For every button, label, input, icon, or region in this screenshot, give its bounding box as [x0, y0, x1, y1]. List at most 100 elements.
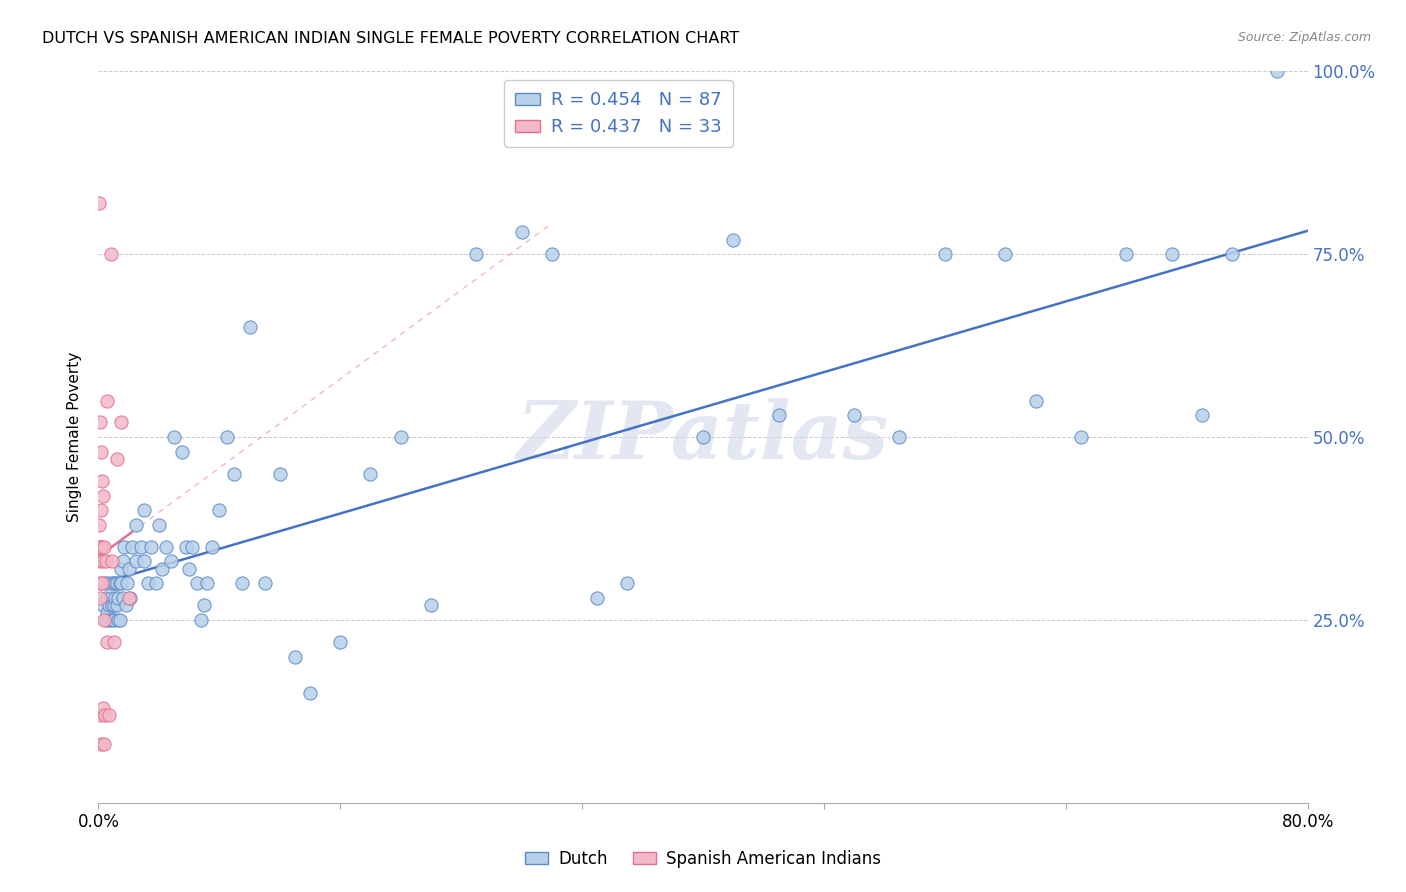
- Point: [155, 540, 177, 554]
- Point: [389, 430, 412, 444]
- Point: [96, 635, 118, 649]
- Point: [100, 247, 122, 261]
- Point: [121, 540, 143, 554]
- Point: [100, 591, 122, 605]
- Point: [105, 599, 128, 613]
- Point: [616, 576, 638, 591]
- Point: [103, 635, 125, 649]
- Point: [723, 233, 745, 247]
- Point: [889, 430, 911, 444]
- Point: [89, 708, 111, 723]
- Legend: Dutch, Spanish American Indians: Dutch, Spanish American Indians: [519, 844, 887, 875]
- Point: [253, 576, 276, 591]
- Point: [186, 576, 208, 591]
- Point: [89, 540, 111, 554]
- Point: [103, 613, 125, 627]
- Point: [98, 599, 121, 613]
- Point: [100, 576, 122, 591]
- Point: [145, 576, 167, 591]
- Point: [125, 517, 148, 532]
- Point: [115, 576, 138, 591]
- Point: [465, 247, 488, 261]
- Point: [160, 554, 183, 568]
- Point: [93, 540, 115, 554]
- Point: [89, 196, 111, 211]
- Point: [110, 576, 132, 591]
- Point: [101, 554, 124, 568]
- Point: [111, 554, 134, 568]
- Point: [90, 737, 112, 751]
- Point: [91, 489, 114, 503]
- Point: [1070, 430, 1092, 444]
- Point: [420, 599, 443, 613]
- Point: [692, 430, 714, 444]
- Point: [181, 540, 204, 554]
- Point: [105, 576, 128, 591]
- Point: [239, 320, 262, 334]
- Point: [231, 576, 253, 591]
- Point: [190, 613, 212, 627]
- Point: [110, 416, 132, 430]
- Point: [136, 576, 159, 591]
- Point: [94, 613, 117, 627]
- Point: [118, 562, 141, 576]
- Point: [89, 517, 111, 532]
- Point: [93, 613, 115, 627]
- Point: [132, 554, 155, 568]
- Point: [179, 562, 201, 576]
- Point: [96, 576, 118, 591]
- Point: [195, 576, 218, 591]
- Point: [215, 430, 238, 444]
- Point: [108, 576, 131, 591]
- Point: [91, 474, 114, 488]
- Point: [118, 591, 141, 605]
- Point: [125, 554, 148, 568]
- Point: [103, 599, 125, 613]
- Point: [1220, 247, 1243, 261]
- Point: [1267, 64, 1289, 78]
- Point: [193, 599, 215, 613]
- Point: [101, 599, 124, 613]
- Point: [104, 591, 127, 605]
- Point: [768, 408, 790, 422]
- Point: [90, 540, 112, 554]
- Point: [107, 591, 129, 605]
- Point: [93, 737, 115, 751]
- Point: [90, 444, 112, 458]
- Point: [844, 408, 866, 422]
- Point: [132, 503, 155, 517]
- Point: [90, 576, 112, 591]
- Point: [284, 649, 307, 664]
- Point: [103, 576, 125, 591]
- Point: [96, 393, 118, 408]
- Point: [89, 540, 111, 554]
- Point: [94, 591, 117, 605]
- Point: [994, 247, 1017, 261]
- Point: [174, 540, 197, 554]
- Text: Source: ZipAtlas.com: Source: ZipAtlas.com: [1237, 31, 1371, 45]
- Point: [586, 591, 609, 605]
- Point: [94, 554, 117, 568]
- Text: DUTCH VS SPANISH AMERICAN INDIAN SINGLE FEMALE POVERTY CORRELATION CHART: DUTCH VS SPANISH AMERICAN INDIAN SINGLE …: [42, 31, 740, 46]
- Legend: R = 0.454   N = 87, R = 0.437   N = 33: R = 0.454 N = 87, R = 0.437 N = 33: [505, 80, 733, 147]
- Point: [94, 708, 117, 723]
- Point: [170, 444, 193, 458]
- Point: [112, 540, 135, 554]
- Point: [104, 576, 127, 591]
- Point: [91, 599, 114, 613]
- Point: [163, 430, 186, 444]
- Point: [93, 576, 115, 591]
- Point: [141, 540, 163, 554]
- Point: [1160, 247, 1182, 261]
- Point: [101, 613, 124, 627]
- Point: [934, 247, 956, 261]
- Point: [89, 591, 111, 605]
- Point: [120, 591, 142, 605]
- Point: [96, 606, 118, 620]
- Point: [540, 247, 562, 261]
- Point: [89, 416, 111, 430]
- Point: [110, 562, 132, 576]
- Point: [90, 503, 112, 517]
- Point: [201, 540, 224, 554]
- Point: [510, 225, 533, 239]
